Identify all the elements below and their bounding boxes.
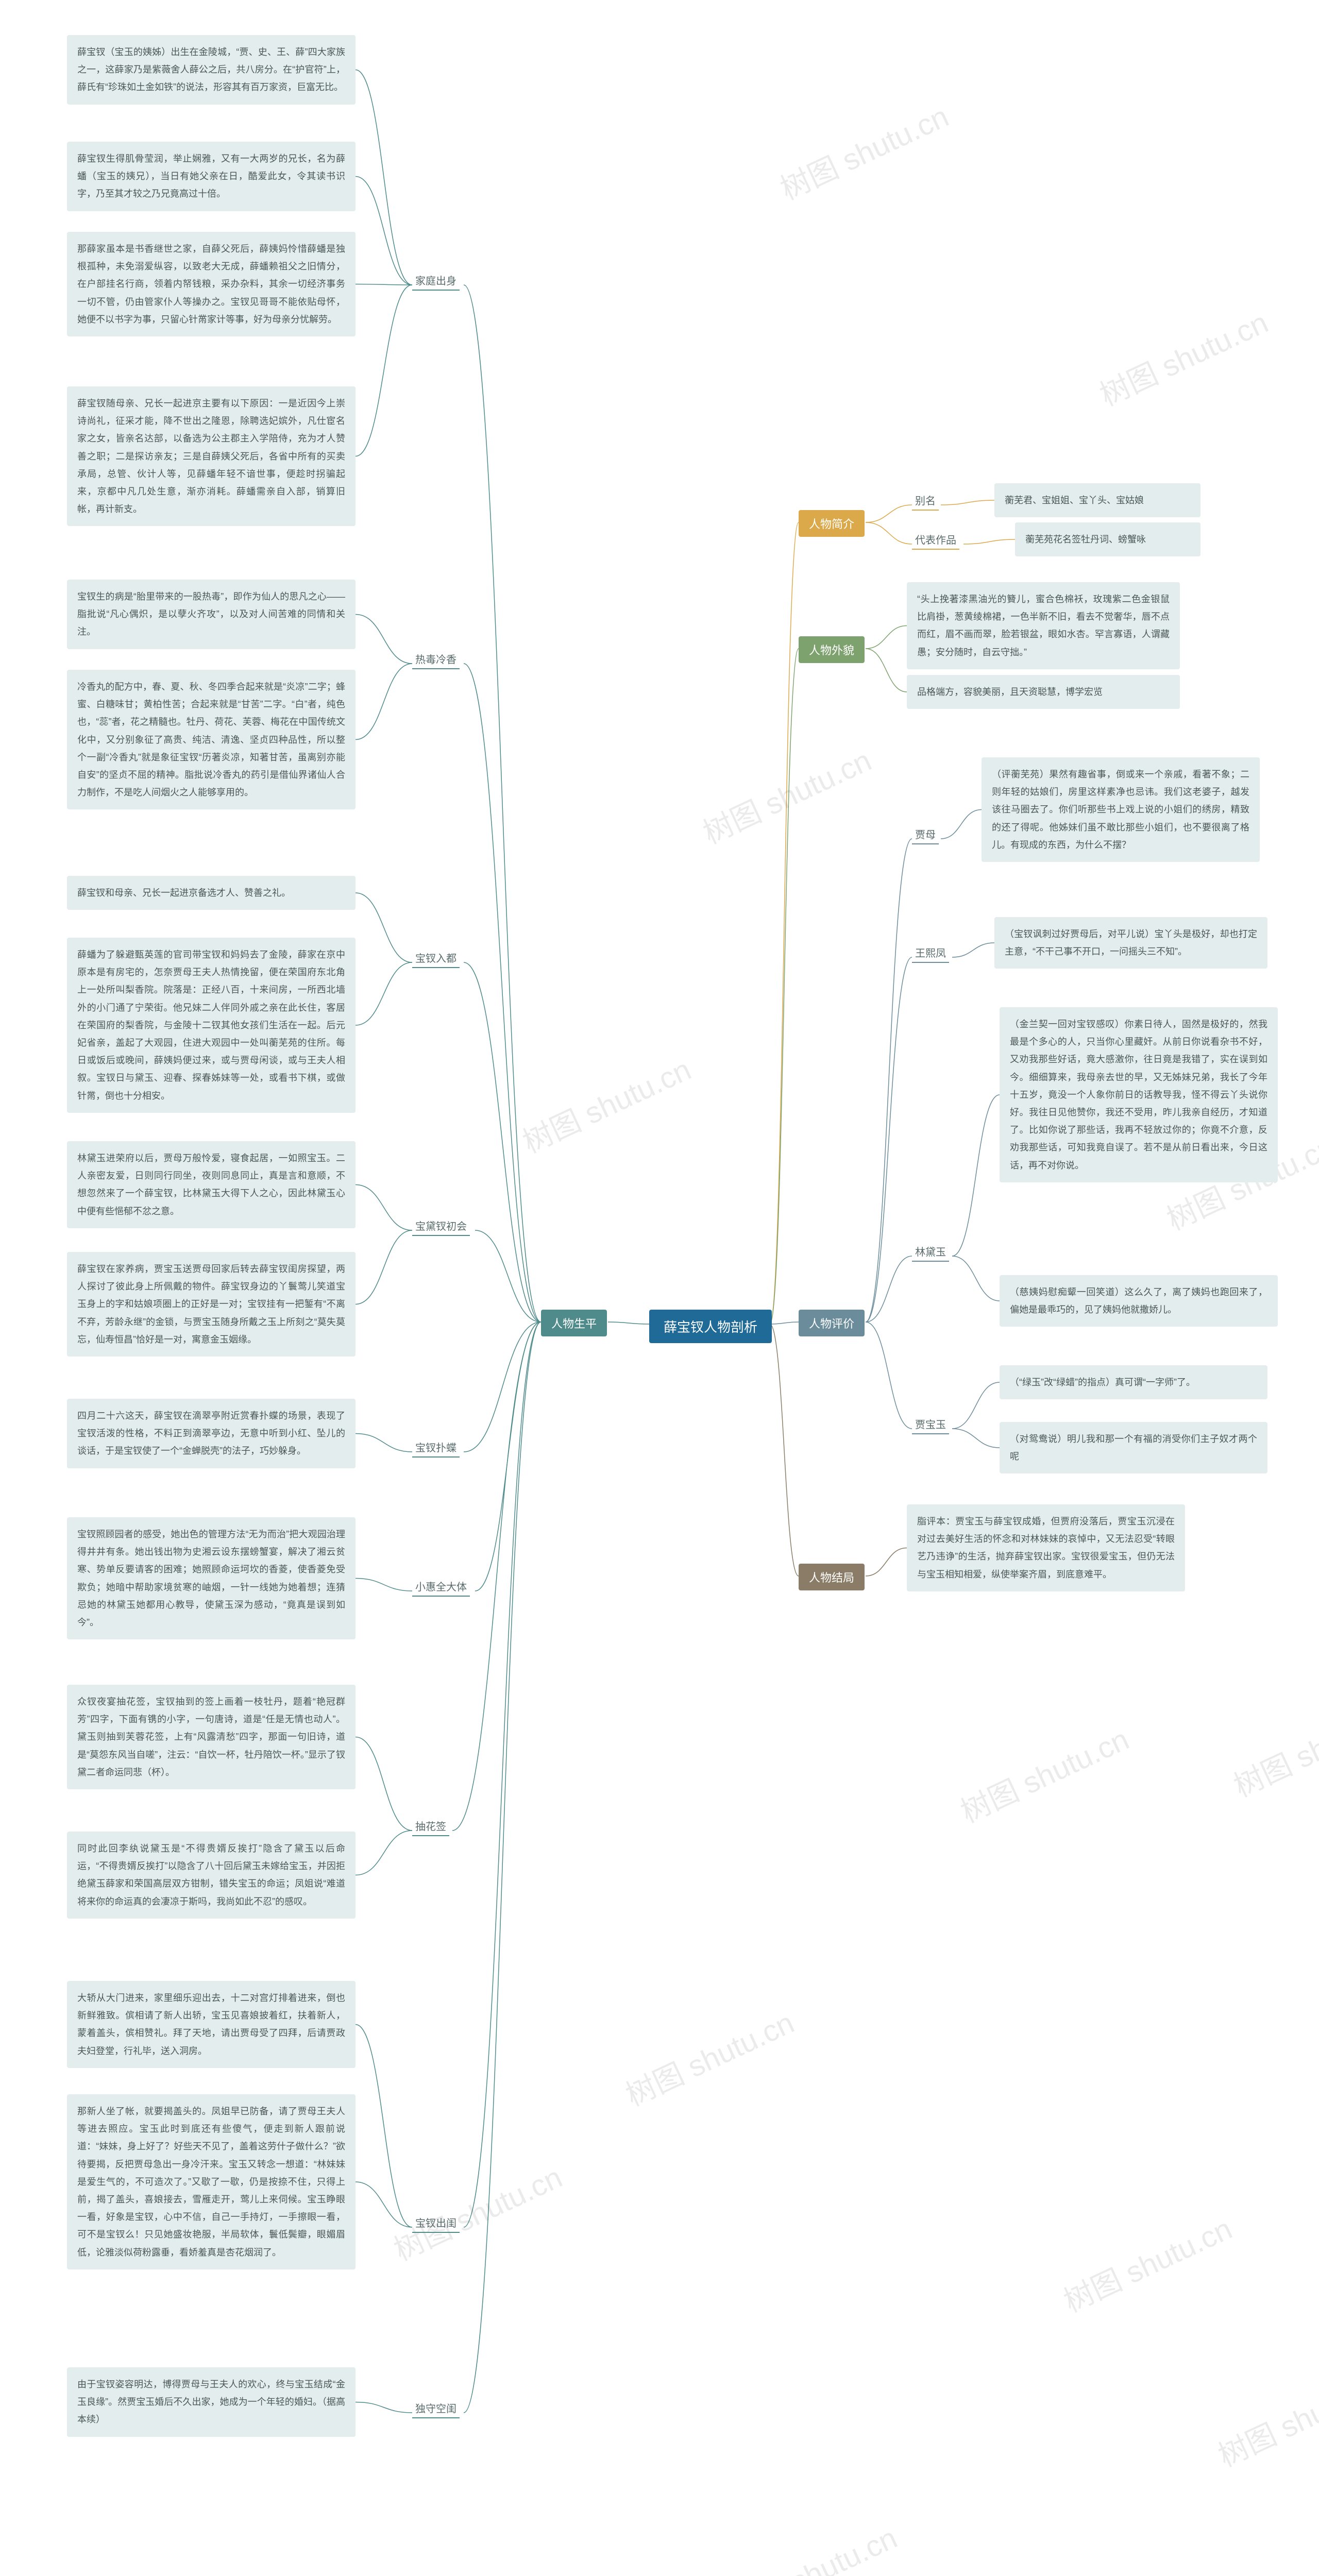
sub-rb1s1: 别名 (912, 490, 939, 512)
leaf-lbl4a: 林黛玉进荣府以后，贾母万般怜爱，寝食起居，一如照宝玉。二人亲密友爱，日则同行同坐… (67, 1141, 356, 1228)
leaf-lbl2b: 冷香丸的配方中，春、夏、秋、冬四季合起来就是“炎凉”二字；蜂蜜、白糖味甘；黄柏性… (67, 670, 356, 809)
leaf-lbl1d: 薛宝钗随母亲、兄长一起进京主要有以下原因：一是近因今上崇诗尚礼，征采才能，降不世… (67, 386, 356, 526)
sub-lbs6: 小惠全大体 (412, 1577, 470, 1598)
sub-rb3s1: 贾母 (912, 824, 939, 845)
sub-lbs7: 抽花签 (412, 1816, 449, 1837)
branch-rb4: 人物结局 (799, 1564, 865, 1590)
leaf-lbl7b: 同时此回李纨说黛玉是“不得贵婿反挨打”隐含了黛玉以后命运，“不得贵婿反挨打”以隐… (67, 1832, 356, 1919)
leaf-rb2l1: “头上挽著漆黑油光的籫儿，蜜合色棉袄，玫瑰紫二色金银鼠比肩褂，葱黄绫棉裙，一色半… (907, 582, 1180, 669)
leaf-rb1l1: 蘅芜君、宝姐姐、宝丫头、宝姑娘 (994, 483, 1200, 517)
sub-lbs4: 宝黛钗初会 (412, 1216, 470, 1237)
leaf-rb3l3a: （金兰契一回对宝钗感叹）你素日待人，固然是极好的，然我最是个多心的人，只当你心里… (1000, 1007, 1278, 1182)
root-node: 薛宝钗人物剖析 (649, 1310, 772, 1343)
sub-lbs3: 宝钗入都 (412, 948, 460, 969)
sub-lbs5: 宝钗扑蝶 (412, 1437, 460, 1459)
leaf-rb3l4a: （“绿玉”改“绿蜡”的指点）真可谓“一字师”了。 (1000, 1365, 1267, 1399)
leaf-lbl1c: 那薛家虽本是书香继世之家，自薛父死后，薛姨妈怜惜薛蟠是独根孤种，未免溺爱纵容，以… (67, 232, 356, 336)
sub-rb1s2: 代表作品 (912, 530, 959, 551)
sub-rb3s2: 王熙凤 (912, 943, 949, 964)
branch-lb: 人物生平 (541, 1310, 607, 1336)
sub-lbs8: 宝钗出闺 (412, 2213, 460, 2234)
leaf-lbl1a: 薛宝钗（宝玉的姨姊）出生在金陵城，“贾、史、王、薛”四大家族之一，这薛家乃是紫薇… (67, 35, 356, 105)
sub-lbs9: 独守空闺 (412, 2398, 460, 2419)
sub-lbs1: 家庭出身 (412, 270, 460, 292)
leaf-lbl8a: 大轿从大门进来，家里细乐迎出去，十二对宫灯排着进来，倒也新鲜雅致。傧相请了新人出… (67, 1981, 356, 2068)
sub-rb3s3: 林黛玉 (912, 1242, 949, 1263)
leaf-rb3l2: （宝钗讽刺过好贾母后，对平儿说）宝丫头是极好，却也打定主意，“不干己事不开口，一… (994, 917, 1267, 969)
branch-rb1: 人物简介 (799, 510, 865, 537)
leaf-lbl2a: 宝钗生的病是“胎里带来的一股热毒”，即作为仙人的思凡之心——脂批说“凡心偶炽，是… (67, 580, 356, 649)
sub-rb3s4: 贾宝玉 (912, 1414, 949, 1435)
leaf-rb3l4b: （对鸳鸯说）明儿我和那一个有福的消受你们主子奴才两个呢 (1000, 1422, 1267, 1473)
leaf-lbl7a: 众钗夜宴抽花签，宝钗抽到的签上画着一枝牡丹，题着“艳冠群芳”四字，下面有镌的小字… (67, 1685, 356, 1789)
leaf-lbl5a: 四月二十六这天，薛宝钗在滴翠亭附近赏春扑蝶的场景，表现了宝钗活泼的性格，不料正到… (67, 1399, 356, 1468)
leaf-lbl4b: 薛宝钗在家养病，贾宝玉送贾母回家后转去薛宝钗闺房探望，两人探讨了彼此身上所佩戴的… (67, 1252, 356, 1357)
leaf-lbl9a: 由于宝钗姿容明达，博得贾母与王夫人的欢心，终与宝玉结成“金玉良缘”。然贾宝玉婚后… (67, 2367, 356, 2437)
leaf-rb1l2: 蘅芜苑花名签牡丹词、螃蟹咏 (1015, 522, 1200, 556)
branch-rb2: 人物外貌 (799, 636, 865, 663)
sub-lbs2: 热毒冷香 (412, 649, 460, 670)
leaf-rb2l2: 品格端方，容貌美丽，且天资聪慧，博学宏览 (907, 675, 1180, 709)
leaf-lbl3b: 薛蟠为了躲避甄英莲的官司带宝钗和妈妈去了金陵，薛家在京中原本是有房宅的，怎奈贾母… (67, 938, 356, 1113)
mindmap-canvas: 树图 shutu.cn树图 shutu.cn树图 shutu.cn树图 shut… (0, 0, 1319, 2576)
leaf-lbl3a: 薛宝钗和母亲、兄长一起进京备选才人、赞善之礼。 (67, 876, 356, 910)
leaf-lbl8b: 那新人坐了帐，就要揭盖头的。凤姐早已防备，请了贾母王夫人等进去照应。宝玉此时到底… (67, 2094, 356, 2269)
leaf-lbl6a: 宝钗照顾园者的感受，她出色的管理方法“无为而治”把大观园治理得井井有条。她出钱出… (67, 1517, 356, 1639)
leaf-rb3l3b: （慈姨妈慰痴颦一回笑道）这么久了，离了姨妈也跑回来了，偏她是最乖巧的，见了姨妈他… (1000, 1275, 1278, 1327)
root-label: 薛宝钗人物剖析 (664, 1319, 757, 1335)
leaf-lbl1b: 薛宝钗生得肌骨莹润，举止娴雅，又有一大两岁的兄长，名为薛蟠（宝玉的姨兄），当日有… (67, 142, 356, 211)
branch-rb3: 人物评价 (799, 1310, 865, 1336)
leaf-rb3l1: （评蘅芜苑）果然有趣省事，倒或来一个亲戚，看著不象；二则年轻的姑娘们，房里这样素… (982, 757, 1260, 862)
leaf-rb4l1: 脂评本：贾宝玉与薛宝钗成婚，但贾府没落后，贾宝玉沉浸在对过去美好生活的怀念和对林… (907, 1504, 1185, 1591)
